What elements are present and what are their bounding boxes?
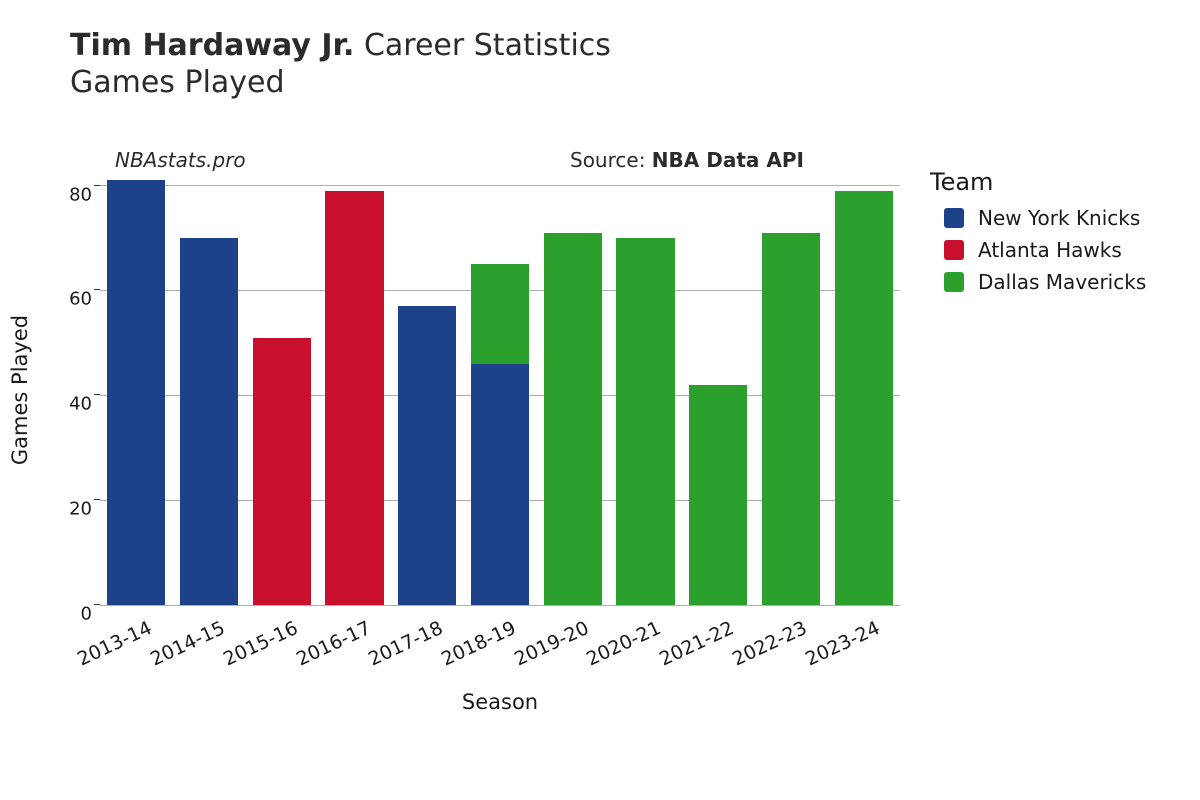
x-tick-label: 2013-14 bbox=[74, 617, 156, 671]
title-player-name: Tim Hardaway Jr. bbox=[70, 28, 354, 63]
bar-segment bbox=[471, 364, 529, 605]
legend-swatch bbox=[944, 208, 964, 228]
title-line-2: Games Played bbox=[70, 65, 611, 100]
y-axis: 020406080 bbox=[60, 175, 100, 605]
legend-swatch bbox=[944, 240, 964, 260]
x-tick-label: 2017-18 bbox=[365, 617, 447, 671]
legend-label: New York Knicks bbox=[978, 206, 1140, 230]
legend-item: New York Knicks bbox=[930, 206, 1146, 230]
figure: Tim Hardaway Jr. Career Statistics Games… bbox=[0, 0, 1200, 800]
credit-source: Source: NBA Data API bbox=[570, 148, 804, 172]
credit-source-name: NBA Data API bbox=[652, 148, 804, 172]
x-tick-label: 2021-22 bbox=[656, 617, 738, 671]
x-tick-label: 2023-24 bbox=[801, 617, 883, 671]
grid-line bbox=[100, 185, 900, 186]
x-tick-label: 2019-20 bbox=[510, 617, 592, 671]
title-line-1: Tim Hardaway Jr. Career Statistics bbox=[70, 28, 611, 63]
bar-segment bbox=[762, 233, 820, 605]
bar-segment bbox=[107, 180, 165, 605]
x-tick-label: 2014-15 bbox=[147, 617, 229, 671]
legend-label: Atlanta Hawks bbox=[978, 238, 1122, 262]
bar-segment bbox=[689, 385, 747, 605]
bar-segment bbox=[835, 191, 893, 605]
bar-segment bbox=[544, 233, 602, 605]
legend-item: Atlanta Hawks bbox=[930, 238, 1146, 262]
x-tick-label: 2015-16 bbox=[219, 617, 301, 671]
y-axis-label: Games Played bbox=[8, 315, 32, 465]
y-tick-label: 0 bbox=[81, 604, 92, 625]
x-axis-label: Season bbox=[100, 690, 900, 714]
credit-site: NBAstats.pro bbox=[115, 148, 246, 172]
plot-area bbox=[100, 175, 900, 605]
bar-segment bbox=[471, 264, 529, 364]
legend-swatch bbox=[944, 272, 964, 292]
y-tick-label: 40 bbox=[69, 394, 92, 415]
title-block: Tim Hardaway Jr. Career Statistics Games… bbox=[70, 28, 611, 100]
x-tick-label: 2022-23 bbox=[728, 617, 810, 671]
x-tick-label: 2020-21 bbox=[583, 617, 665, 671]
y-tick-label: 80 bbox=[69, 184, 92, 205]
legend: Team New York Knicks Atlanta Hawks Dallas … bbox=[930, 168, 1146, 302]
x-tick-label: 2016-17 bbox=[292, 617, 374, 671]
x-tick-label: 2018-19 bbox=[437, 617, 519, 671]
legend-title: Team bbox=[930, 168, 1146, 196]
bar-segment bbox=[325, 191, 383, 605]
bar-segment bbox=[180, 238, 238, 605]
bar-segment bbox=[398, 306, 456, 605]
bar-segment bbox=[616, 238, 674, 605]
y-tick-label: 20 bbox=[69, 499, 92, 520]
legend-item: Dallas Mavericks bbox=[930, 270, 1146, 294]
bar-segment bbox=[253, 338, 311, 605]
legend-label: Dallas Mavericks bbox=[978, 270, 1146, 294]
title-suffix: Career Statistics bbox=[354, 28, 610, 63]
y-tick-label: 60 bbox=[69, 289, 92, 310]
credit-source-prefix: Source: bbox=[570, 148, 652, 172]
